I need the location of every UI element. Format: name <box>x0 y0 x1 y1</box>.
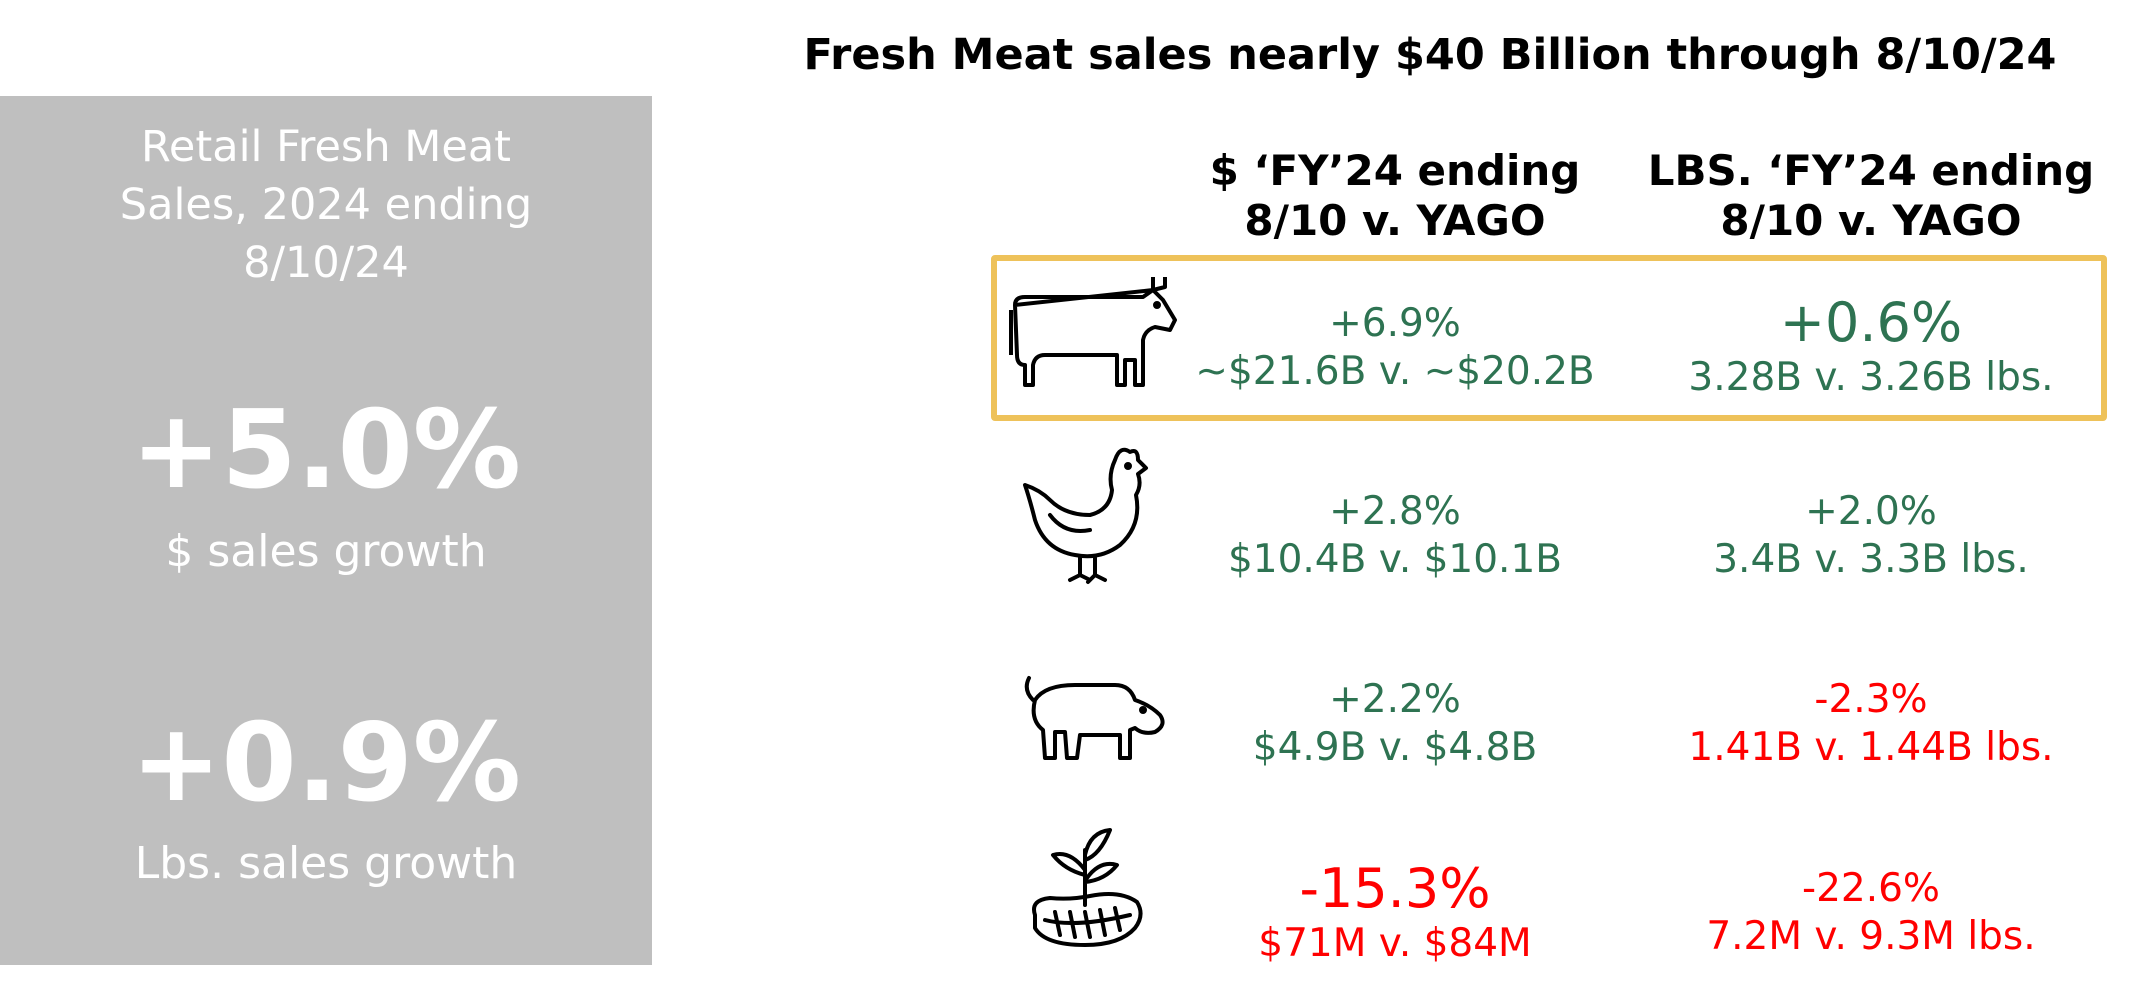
pig-icon <box>1015 670 1170 770</box>
pork-lbs-cell: -2.3% 1.41B v. 1.44B lbs. <box>1611 676 2131 772</box>
lbs-growth-value: +0.9% <box>130 701 522 826</box>
header-line: $ ‘FY’24 ending <box>1209 146 1581 195</box>
plant-based-lbs-detail: 7.2M v. 9.3M lbs. <box>1706 914 2036 959</box>
beef-dollars-pct: +6.9% <box>1329 301 1461 346</box>
beef-dollars-detail: ~$21.6B v. ~$20.2B <box>1195 349 1595 394</box>
beef-lbs-detail: 3.28B v. 3.26B lbs. <box>1688 355 2054 400</box>
page-title: Fresh Meat sales nearly $40 Billion thro… <box>803 30 2057 80</box>
plant-based-lbs-cell: -22.6% 7.2M v. 9.3M lbs. <box>1611 865 2131 961</box>
lbs-growth-label: Lbs. sales growth <box>134 838 518 889</box>
chicken-lbs-cell: +2.0% 3.4B v. 3.3B lbs. <box>1611 488 2131 584</box>
plant-based-meat-icon <box>1025 820 1155 955</box>
pork-dollars-detail: $4.9B v. $4.8B <box>1252 725 1538 770</box>
plant-based-dollars-cell: -15.3% $71M v. $84M <box>1135 858 1655 968</box>
cow-icon <box>1005 275 1180 400</box>
chicken-dollars-cell: +2.8% $10.4B v. $10.1B <box>1135 488 1655 584</box>
dollars-column-header: $ ‘FY’24 ending 8/10 v. YAGO <box>1165 146 1625 246</box>
pork-lbs-detail: 1.41B v. 1.44B lbs. <box>1688 725 2054 770</box>
beef-highlight-box <box>991 255 2107 421</box>
pork-dollars-cell: +2.2% $4.9B v. $4.8B <box>1135 676 1655 772</box>
summary-title-line: 8/10/24 <box>243 238 409 288</box>
chicken-dollars-pct: +2.8% <box>1329 489 1461 534</box>
header-line: 8/10 v. YAGO <box>1244 196 1546 245</box>
pork-dollars-pct: +2.2% <box>1329 677 1461 722</box>
chicken-lbs-pct: +2.0% <box>1805 489 1937 534</box>
summary-title-line: Sales, 2024 ending <box>119 180 533 230</box>
beef-dollars-cell: +6.9% ~$21.6B v. ~$20.2B <box>1135 300 1655 396</box>
plant-based-lbs-pct: -22.6% <box>1802 866 1940 911</box>
pork-lbs-pct: -2.3% <box>1814 677 1928 722</box>
dollar-growth-value: +5.0% <box>130 388 522 513</box>
summary-title: Retail Fresh Meat Sales, 2024 ending 8/1… <box>0 118 652 292</box>
dollar-growth-label: $ sales growth <box>165 526 487 577</box>
plant-based-dollars-pct: -15.3% <box>1299 857 1491 920</box>
header-line: LBS. ‘FY’24 ending <box>1647 146 2095 195</box>
summary-title-line: Retail Fresh Meat <box>140 122 512 172</box>
summary-panel: Retail Fresh Meat Sales, 2024 ending 8/1… <box>0 96 652 965</box>
beef-lbs-cell: +0.6% 3.28B v. 3.26B lbs. <box>1611 292 2131 402</box>
chicken-icon <box>1020 440 1160 590</box>
beef-lbs-pct: +0.6% <box>1779 291 1963 354</box>
lbs-column-header: LBS. ‘FY’24 ending 8/10 v. YAGO <box>1641 146 2101 246</box>
header-line: 8/10 v. YAGO <box>1720 196 2022 245</box>
chicken-dollars-detail: $10.4B v. $10.1B <box>1227 537 1563 582</box>
plant-based-dollars-detail: $71M v. $84M <box>1258 921 1532 966</box>
chicken-lbs-detail: 3.4B v. 3.3B lbs. <box>1713 537 2029 582</box>
